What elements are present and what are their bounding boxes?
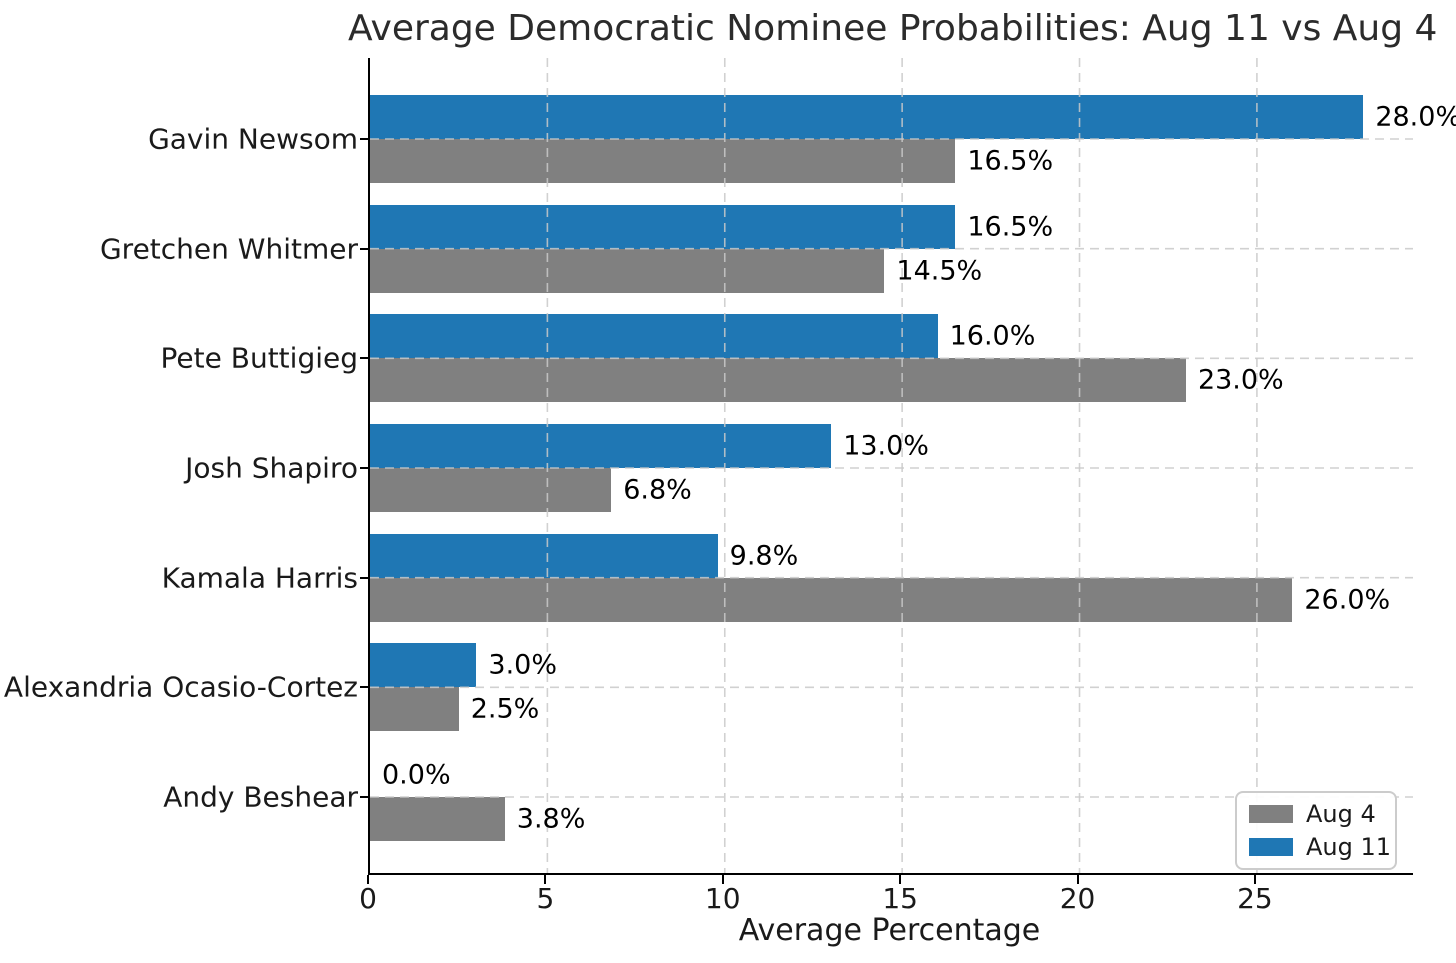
value-label-aug-11-josh-shapiro: 13.0%	[843, 430, 929, 462]
y-tick-mark-andy-beshear	[360, 796, 368, 798]
x-tick-label-25: 25	[1237, 882, 1273, 915]
bar-aug-4-pete-buttigieg	[370, 358, 1186, 403]
gridlines	[370, 58, 1413, 873]
bar-aug-4-josh-shapiro	[370, 468, 612, 512]
category-label-gretchen-whitmer: Gretchen Whitmer	[99, 232, 358, 266]
bar-aug-11-alexandria-ocasio-cortez	[370, 643, 477, 688]
y-tick-mark-pete-buttigieg	[360, 357, 368, 360]
y-tick-mark-josh-shapiro	[360, 467, 368, 469]
x-tick-mark-10	[721, 875, 724, 884]
bar-aug-4-andy-beshear	[370, 797, 505, 841]
x-tick-label-10: 10	[704, 882, 741, 915]
bar-aug-4-kamala-harris	[370, 577, 1293, 622]
value-label-aug-4-kamala-harris: 26.0%	[1304, 584, 1391, 616]
x-tick-mark-15	[899, 875, 902, 884]
x-tick-mark-25	[1253, 875, 1256, 884]
y-tick-mark-kamala-harris	[360, 576, 368, 579]
x-tick-mark-5	[544, 875, 547, 884]
value-label-aug-4-gretchen-whitmer: 14.5%	[896, 255, 983, 287]
grid-layer	[370, 58, 1413, 873]
x-tick-label-15: 15	[882, 882, 918, 915]
bar-aug-4-gretchen-whitmer	[370, 248, 885, 293]
y-tick-mark-gretchen-whitmer	[360, 247, 368, 250]
x-tick-mark-20	[1076, 875, 1079, 884]
y-tick-mark-gavin-newsom	[360, 138, 368, 140]
value-label-aug-11-gretchen-whitmer: 16.5%	[967, 211, 1054, 243]
legend-item-aug-4: Aug 4	[1249, 800, 1383, 828]
value-label-aug-11-andy-beshear: 0.0%	[382, 759, 451, 791]
x-tick-mark-0	[367, 875, 369, 884]
bar-aug-4-alexandria-ocasio-cortez	[370, 687, 459, 732]
legend-swatch-aug-11	[1249, 838, 1293, 856]
x-axis-label: Average Percentage	[738, 913, 1041, 948]
chart-title: Average Democratic Nominee Probabilities…	[348, 8, 1438, 49]
category-label-josh-shapiro: Josh Shapiro	[185, 451, 358, 485]
bar-aug-11-josh-shapiro	[370, 424, 832, 468]
category-label-gavin-newsom: Gavin Newsom	[148, 122, 358, 156]
category-label-kamala-harris: Kamala Harris	[161, 561, 358, 595]
bar-aug-11-gretchen-whitmer	[370, 204, 956, 249]
value-label-aug-4-alexandria-ocasio-cortez: 2.5%	[470, 693, 540, 725]
legend: Aug 4 Aug 11	[1235, 791, 1397, 870]
value-label-aug-11-gavin-newsom: 28.0%	[1375, 101, 1456, 133]
plot-area: 28.0% 16.5% 16.5% 14.5% 16.0% 23.0% 13.0% 6.8% 9…	[368, 58, 1456, 875]
category-label-andy-beshear: Andy Beshear	[163, 780, 358, 814]
value-label-aug-4-gavin-newsom: 16.5%	[967, 145, 1054, 177]
value-label-aug-11-pete-buttigieg: 16.0%	[949, 320, 1036, 352]
x-tick-label-5: 5	[536, 882, 555, 915]
legend-item-aug-11: Aug 11	[1249, 833, 1391, 861]
bar-aug-4-gavin-newsom	[370, 139, 956, 183]
category-label-alexandria-ocasio-cortez: Alexandria Ocasio-Cortez	[3, 670, 358, 704]
x-tick-label-0: 0	[359, 882, 377, 915]
legend-swatch-aug-4	[1249, 805, 1293, 823]
bar-aug-11-pete-buttigieg	[370, 314, 938, 359]
value-label-aug-11-alexandria-ocasio-cortez: 3.0%	[488, 649, 558, 681]
bars-layer	[370, 58, 1413, 873]
bar-aug-11-gavin-newsom	[370, 95, 1364, 139]
value-labels-layer: 28.0% 16.5% 16.5% 14.5% 16.0% 23.0% 13.0% 6.8% 9…	[370, 58, 1456, 873]
legend-label-aug-4: Aug 4	[1306, 800, 1376, 828]
category-label-pete-buttigieg: Pete Buttigieg	[160, 341, 358, 375]
x-tick-label-20: 20	[1059, 882, 1096, 915]
legend-label-aug-11: Aug 11	[1306, 833, 1392, 861]
value-label-aug-4-andy-beshear: 3.8%	[516, 803, 586, 835]
bar-aug-11-kamala-harris	[370, 533, 718, 578]
y-tick-mark-alexandria-ocasio-cortez	[360, 686, 368, 689]
value-label-aug-11-kamala-harris: 9.8%	[729, 540, 799, 572]
value-label-aug-4-pete-buttigieg: 23.0%	[1197, 364, 1284, 396]
value-label-aug-4-josh-shapiro: 6.8%	[623, 474, 692, 506]
